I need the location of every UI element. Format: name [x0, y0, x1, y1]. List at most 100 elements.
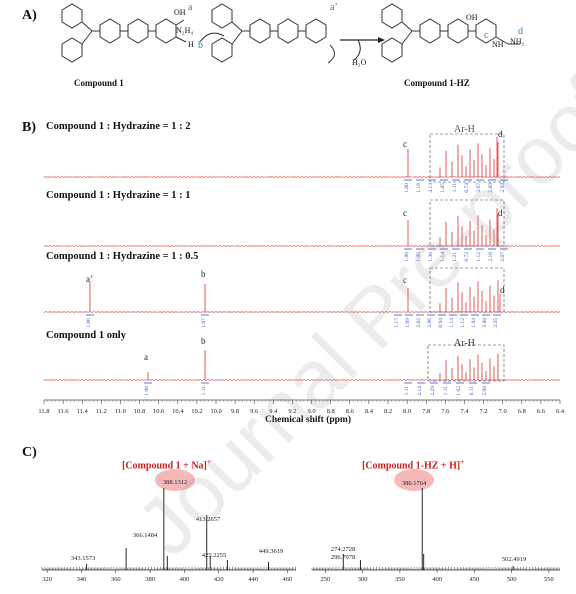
x-tick-label: 9.4: [269, 408, 278, 415]
x-tick-label: 10.6: [153, 408, 165, 415]
integral-value: 1.14: [449, 318, 455, 328]
intermediate-structure: [211, 3, 335, 64]
x-tick-label: 7.0: [499, 408, 507, 415]
integral-value: 1.00: [144, 386, 150, 396]
peak-d-1: d: [498, 129, 503, 139]
ms-left-title-sup: +: [206, 458, 211, 466]
panel-a-label: A): [22, 8, 37, 23]
ms-right-highlight: [394, 469, 434, 491]
integral-value: 1.94: [471, 318, 477, 328]
integral-value: 2.08: [482, 386, 488, 396]
ms-right-peak-label: 380.1764: [402, 480, 427, 487]
oh-label-1: OH: [174, 8, 186, 17]
integral-value: 1.07: [201, 318, 207, 328]
ms-right-tick-label: 500: [507, 576, 517, 583]
water-elimination-arrow: [353, 39, 361, 61]
integral-value: 2.14: [417, 386, 423, 396]
integral-value: 2.06: [427, 318, 433, 328]
ms-left-title-text: [Compound 1 + Na]: [122, 460, 207, 472]
ar-h-box: [429, 133, 505, 183]
integral-value: 1.11: [201, 386, 207, 396]
ms-right-title-sup: +: [460, 458, 465, 466]
ms-left-tick-label: 360: [111, 576, 121, 583]
compound-1-label: Compound 1: [74, 78, 124, 88]
nh2-label: NH₂: [510, 37, 525, 46]
proton-label-d: d: [518, 26, 523, 37]
x-tick-label: 6.4: [556, 408, 565, 415]
ms-left-peak-label: 425.2255: [202, 552, 226, 559]
integral-value: 0.74: [464, 183, 470, 193]
x-tick-label: 10.0: [210, 408, 221, 415]
peak-d-3: d: [500, 285, 505, 295]
ms-left-tick-label: 320: [42, 576, 52, 583]
peak-c-2: c: [403, 208, 407, 218]
ms-right-tick-label: 400: [432, 576, 442, 583]
integral-value: 0.94: [438, 318, 444, 328]
x-tick-label: 11.0: [115, 408, 126, 415]
x-tick-label: 8.6: [346, 408, 355, 415]
peak-a-prime-3: a’: [86, 274, 93, 284]
nh-label: NH: [492, 40, 504, 49]
ms-left-tick-label: 460: [283, 576, 293, 583]
ar-h-box: [429, 267, 505, 313]
integral-value: 2.07: [500, 252, 506, 262]
ms-left-highlight: [155, 469, 195, 491]
spectrum-3-title: Compound 1 : Hydrazine = 1 : 0.5: [46, 251, 199, 262]
ar-h-label-1: Ar-H: [454, 124, 475, 135]
byproduct-label: H₂O: [352, 58, 367, 67]
ms-right-tick-label: 250: [321, 576, 331, 583]
x-tick-label: 8.2: [384, 408, 392, 415]
x-tick-label: 6.6: [537, 408, 546, 415]
ms-left-tick-label: 440: [248, 576, 258, 583]
panel-b-label: B): [22, 120, 36, 135]
oh-label-2: OH: [466, 13, 478, 22]
reaction-arrow-1: [199, 32, 225, 43]
ms-left-tick-label: 420: [214, 576, 224, 583]
integral-value: 2.93: [500, 183, 506, 193]
x-tick-label: 8.4: [365, 408, 374, 415]
ms-right-title: [Compound 1-HZ + H]+: [362, 458, 464, 471]
ms-left-peak-label: 449.3619: [259, 548, 283, 555]
reaction-scheme: [61, 3, 520, 64]
x-tick-label: 6.8: [518, 408, 526, 415]
integral-value: 3.88: [482, 318, 488, 328]
integral-value: 1.00: [404, 183, 410, 193]
peak-b-3: b: [201, 269, 206, 279]
compound-1-structure: [61, 3, 187, 63]
x-tick-label: 9.6: [250, 408, 259, 415]
integral-value: 2.07: [476, 183, 482, 193]
x-tick-label: 11.6: [58, 408, 70, 415]
integral-value: 1.02: [456, 386, 462, 396]
x-tick-label: 10.4: [172, 408, 184, 415]
x-tick-label: 8.8: [327, 408, 335, 415]
compound-1-hz-label: Compound 1-HZ: [404, 78, 470, 88]
integral-value: 0.72: [464, 252, 470, 262]
ms-right-peak-label: 296.7978: [331, 554, 355, 561]
x-tick-label: 9.2: [288, 408, 296, 415]
proton-label-a-prime: a’: [330, 2, 338, 13]
ms-left-tick-label: 340: [77, 576, 87, 583]
integral-value: 2.02: [416, 318, 422, 328]
ms-right-tick-label: 550: [544, 576, 554, 583]
spectrum-baseline: [43, 176, 561, 178]
x-tick-label: 11.4: [77, 408, 89, 415]
ms-right-title-text: [Compound 1-HZ + H]: [362, 460, 461, 472]
nmr-spectra: 11.8 11.6 11.4 11.2 11.0 10.8 10.6 10.4 10.2 10.0…: [38, 133, 565, 415]
integral-value: 1.12: [476, 252, 482, 262]
x-tick-label: 10.8: [134, 408, 145, 415]
integral-value: 2.16: [488, 252, 494, 262]
ms-left-peak-label: 413.2657: [196, 516, 221, 523]
x-tick-label: 11.2: [96, 408, 107, 415]
integral-value: 1.16: [416, 183, 422, 193]
x-tick-label: 7.4: [460, 408, 469, 415]
spectrum-4-title: Compound 1 only: [46, 330, 126, 341]
h-label-1: H: [188, 40, 194, 49]
integral-value: 1.00: [86, 318, 92, 328]
integral-value: 1.11: [443, 386, 449, 396]
integral-value: 1.00: [404, 252, 410, 262]
x-tick-label: 9.0: [307, 408, 315, 415]
x-axis-label: Chemical shift (ppm): [264, 415, 352, 425]
proton-label-a: a: [188, 2, 193, 13]
integral-value: 1.11: [404, 386, 410, 396]
ar-h-box: [429, 199, 505, 247]
